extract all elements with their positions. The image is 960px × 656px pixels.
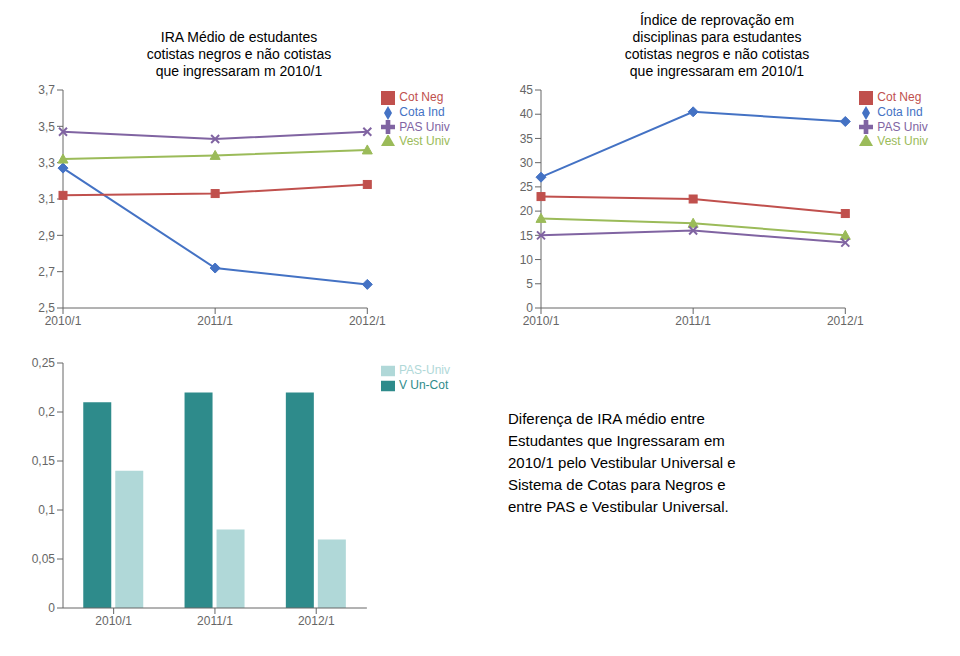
svg-text:40: 40: [520, 107, 534, 121]
svg-text:2012/1: 2012/1: [349, 314, 386, 328]
html-text:IRA Médio de estudantes cotist: IRA Médio de estudantes cotistas negros …: [146, 29, 332, 79]
html-text:Vest Univ: Vest Univ: [877, 134, 928, 149]
svg-text:3,3: 3,3: [38, 156, 55, 170]
html-text:Vest Univ: Vest Univ: [399, 134, 450, 149]
html-text:Índice de reprovação em discip: Índice de reprovação em disciplinas para…: [624, 12, 810, 79]
svg-text:20: 20: [520, 204, 534, 218]
svg-text:3,7: 3,7: [38, 83, 55, 97]
html-text:Cota Ind: Cota Ind: [877, 104, 923, 119]
html-text:PAS-Univ: PAS-Univ: [398, 363, 450, 377]
html-text:PAS Univ: PAS Univ: [399, 119, 450, 134]
svg-text:30: 30: [520, 156, 534, 170]
svg-text:5: 5: [526, 277, 533, 291]
svg-text:25: 25: [520, 180, 534, 194]
svg-text:0,2: 0,2: [38, 405, 55, 419]
svg-text:0,15: 0,15: [32, 454, 56, 468]
svg-text:0,1: 0,1: [38, 503, 55, 517]
svg-text:2010/1: 2010/1: [523, 314, 560, 328]
html-text:Cot Neg: Cot Neg: [399, 90, 444, 104]
svg-text:2011/1: 2011/1: [197, 614, 233, 628]
html-text:Cota Ind: Cota Ind: [399, 104, 445, 119]
svg-text:2010/1: 2010/1: [95, 614, 132, 628]
html-text:PAS Univ: PAS Univ: [877, 119, 928, 134]
svg-text:2,7: 2,7: [38, 265, 55, 279]
svg-text:2012/1: 2012/1: [827, 314, 864, 328]
html-text:Diferença de IRA médio entre E: Diferença de IRA médio entre Estudantes …: [508, 410, 736, 515]
svg-text:0: 0: [48, 601, 55, 615]
html-text:V Un-Cot: V Un-Cot: [398, 377, 449, 392]
svg-text:2010/1: 2010/1: [45, 314, 82, 328]
svg-text:0,05: 0,05: [32, 552, 56, 566]
svg-text:2,9: 2,9: [38, 229, 55, 243]
svg-text:0: 0: [526, 301, 533, 315]
svg-text:45: 45: [520, 83, 534, 97]
svg-text:2011/1: 2011/1: [197, 314, 233, 328]
svg-text:10: 10: [520, 253, 534, 267]
svg-text:3,5: 3,5: [38, 120, 55, 134]
svg-text:35: 35: [520, 132, 534, 146]
svg-text:2011/1: 2011/1: [675, 314, 711, 328]
svg-text:0,25: 0,25: [32, 356, 56, 370]
svg-text:15: 15: [520, 229, 534, 243]
svg-text:2,5: 2,5: [38, 301, 55, 315]
svg-text:3,1: 3,1: [38, 192, 55, 206]
svg-text:2012/1: 2012/1: [298, 614, 335, 628]
html-text:Cot Neg: Cot Neg: [877, 90, 922, 104]
